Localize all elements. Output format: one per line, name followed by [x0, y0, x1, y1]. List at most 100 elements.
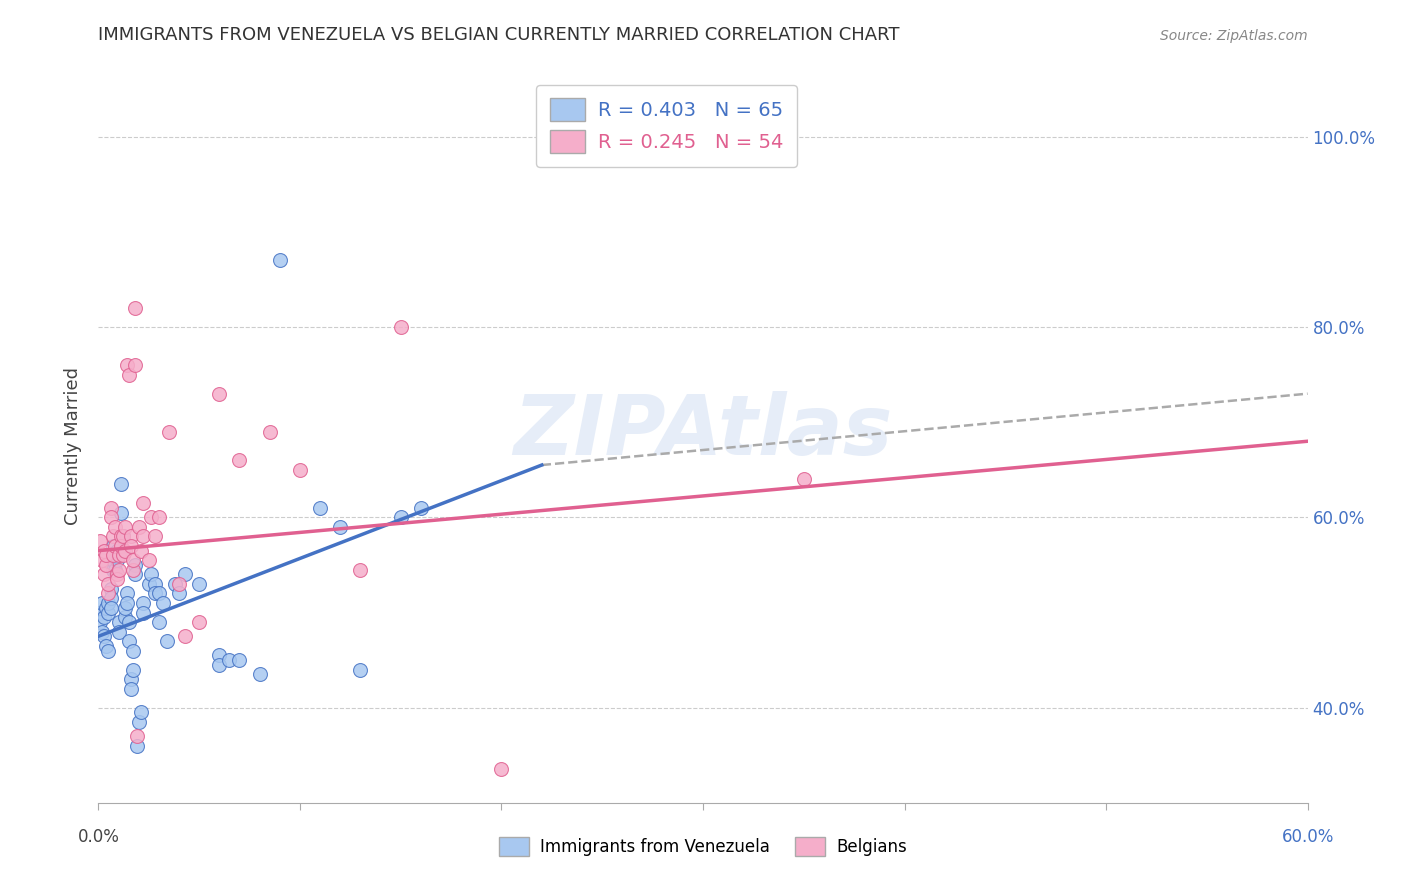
Point — [120, 529, 142, 543]
Point — [132, 529, 155, 543]
Point — [163, 577, 186, 591]
Point — [143, 586, 166, 600]
Point — [100, 510, 122, 524]
Point — [124, 558, 146, 572]
Point — [107, 624, 129, 639]
Point — [208, 648, 231, 663]
Point — [156, 634, 179, 648]
Point — [107, 615, 129, 629]
Point — [114, 520, 136, 534]
Point — [100, 582, 122, 596]
Point — [148, 510, 170, 524]
Point — [139, 567, 162, 582]
Point — [114, 600, 136, 615]
Point — [793, 472, 815, 486]
Point — [329, 520, 352, 534]
Point — [93, 629, 115, 643]
Point — [139, 510, 162, 524]
Point — [128, 714, 150, 729]
Point — [105, 553, 128, 567]
Point — [148, 586, 170, 600]
Point — [111, 549, 134, 563]
Point — [132, 596, 155, 610]
Point — [167, 577, 190, 591]
Point — [101, 539, 124, 553]
Point — [91, 624, 114, 639]
Point — [107, 563, 129, 577]
Point — [124, 567, 146, 582]
Point — [174, 567, 197, 582]
Text: IMMIGRANTS FROM VENEZUELA VS BELGIAN CURRENTLY MARRIED CORRELATION CHART: IMMIGRANTS FROM VENEZUELA VS BELGIAN CUR… — [98, 26, 900, 44]
Point — [103, 563, 125, 577]
Point — [121, 563, 143, 577]
Point — [93, 543, 115, 558]
Point — [259, 425, 281, 439]
Point — [105, 567, 128, 582]
Point — [228, 453, 250, 467]
Point — [96, 549, 118, 563]
Point — [114, 543, 136, 558]
Point — [93, 610, 115, 624]
Text: 60.0%: 60.0% — [1281, 828, 1334, 846]
Point — [97, 606, 120, 620]
Point — [101, 549, 124, 563]
Point — [124, 358, 146, 372]
Point — [114, 610, 136, 624]
Point — [111, 529, 134, 543]
Point — [132, 606, 155, 620]
Point — [110, 477, 132, 491]
Point — [97, 643, 120, 657]
Point — [93, 567, 115, 582]
Point — [138, 577, 160, 591]
Point — [118, 634, 141, 648]
Point — [309, 500, 332, 515]
Y-axis label: Currently Married: Currently Married — [65, 367, 83, 525]
Point — [389, 320, 412, 334]
Point — [129, 706, 152, 720]
Point — [103, 549, 125, 563]
Point — [124, 301, 146, 315]
Point — [218, 653, 240, 667]
Point — [208, 657, 231, 672]
Point — [389, 510, 412, 524]
Point — [269, 253, 291, 268]
Point — [188, 577, 211, 591]
Point — [101, 553, 124, 567]
Point — [121, 663, 143, 677]
Point — [105, 543, 128, 558]
Point — [101, 529, 124, 543]
Text: Source: ZipAtlas.com: Source: ZipAtlas.com — [1160, 29, 1308, 43]
Point — [110, 539, 132, 553]
Point — [125, 729, 148, 743]
Point — [107, 549, 129, 563]
Point — [91, 596, 114, 610]
Point — [97, 577, 120, 591]
Point — [97, 596, 120, 610]
Point — [100, 500, 122, 515]
Point — [138, 553, 160, 567]
Point — [89, 534, 111, 549]
Point — [143, 529, 166, 543]
Point — [115, 596, 138, 610]
Point — [105, 572, 128, 586]
Point — [148, 615, 170, 629]
Point — [96, 600, 118, 615]
Point — [249, 667, 271, 681]
Point — [349, 563, 371, 577]
Point — [103, 539, 125, 553]
Text: ZIPAtlas: ZIPAtlas — [513, 392, 893, 472]
Point — [101, 563, 124, 577]
Point — [143, 577, 166, 591]
Point — [89, 615, 111, 629]
Point — [118, 368, 141, 382]
Point — [128, 520, 150, 534]
Point — [157, 425, 180, 439]
Point — [100, 591, 122, 606]
Point — [89, 606, 111, 620]
Point — [118, 615, 141, 629]
Point — [132, 496, 155, 510]
Point — [491, 763, 513, 777]
Point — [121, 643, 143, 657]
Point — [111, 529, 134, 543]
Point — [120, 539, 142, 553]
